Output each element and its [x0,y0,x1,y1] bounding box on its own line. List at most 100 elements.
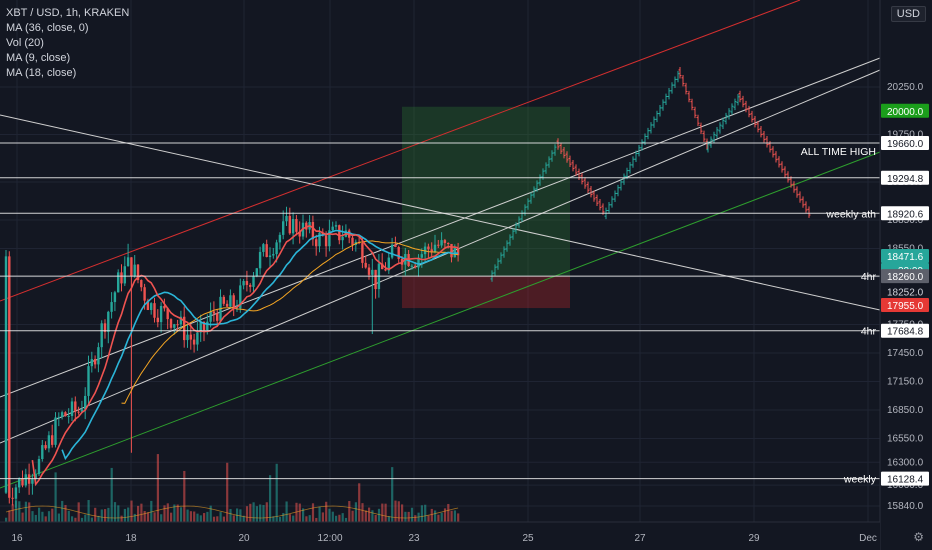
candle-body [103,323,107,332]
volume-bar [74,517,77,522]
volume-bar [407,511,410,522]
legend-item-ma9[interactable]: MA (9, close) [6,52,71,64]
volume-bar [361,503,364,522]
candle-body [143,287,146,301]
volume-bar [28,502,31,522]
price-label-box [881,248,929,263]
volume-bar [203,513,206,522]
candle-body [252,276,255,287]
level-annotation: weekly [843,474,877,486]
volume-bar [315,517,318,522]
volume-bar [41,511,44,522]
price-tick-label: 18850.0 [887,215,924,226]
candle-body [113,292,117,303]
currency-button[interactable]: USD [890,6,926,22]
candle-body [390,244,394,258]
price-label-box [881,298,929,313]
volume-bar [358,483,361,522]
price-axis: 20250.019750.019250.018850.018550.018252… [879,0,932,550]
position-zones [402,106,570,309]
candle-body [107,311,110,332]
volume-bar [199,515,202,522]
candle-body [216,313,219,321]
price-label: 16128.4 [887,475,924,486]
candle-body [381,263,384,270]
candle-body [255,268,258,277]
price-label-box [881,269,929,284]
descending-trendline [0,114,881,311]
price-label-box [881,206,929,221]
candle-body [410,265,414,267]
time-tick-label: 27 [634,533,646,544]
candle-body [239,285,242,309]
legend-item-vol[interactable]: Vol (20) [6,37,44,49]
volume-bar [387,516,390,522]
candle-body [31,478,34,484]
volume-bar [34,514,37,522]
volume-bar [404,511,407,522]
candle-body [212,311,216,314]
ma9-line [31,224,459,487]
volume-bar [67,510,70,522]
volume-bar [374,514,377,522]
candle-body [21,478,24,486]
candle-body [206,321,209,331]
legend-item-ma18[interactable]: MA (18, close) [6,67,77,79]
price-tick-label: 19750.0 [887,130,924,141]
price-label-box [881,323,929,338]
candle-body [117,272,120,293]
volume-bar [166,503,169,522]
volume-bar [420,505,423,522]
volume-bar [61,500,64,522]
volume-bar [90,517,93,522]
volume-bar [100,509,103,522]
candle-body [37,458,41,475]
volume-bar [140,503,143,522]
volume-bar [457,513,460,522]
volume-bar [242,515,245,522]
volume-bar [437,514,440,522]
candle-body [189,334,192,340]
volume-bar [110,467,113,522]
volume-bar [163,505,166,522]
candle-body [272,254,275,256]
candle-body [305,222,308,230]
volume-bar [265,502,268,522]
volume-bar [351,510,354,522]
candle-body [288,215,291,234]
volume-bar [212,516,216,522]
volume-bar [335,515,338,522]
symbol-title[interactable]: XBT / USD, 1h, KRAKEN [6,7,130,19]
candle-body [258,251,262,269]
gear-icon[interactable]: ⚙ [913,530,924,544]
volume-bar [354,502,357,522]
volume-bar [31,511,34,522]
horizontal-levels: ALL TIME HIGH weekly ath 4hr 4hr weekly [0,142,880,486]
volume-bar [14,500,18,522]
volume-bar [298,503,301,522]
volume-bar [430,508,433,522]
legend-item-ma36[interactable]: MA (36, close, 0) [6,22,89,34]
volume-bar [143,511,146,522]
volume-bar [8,510,11,522]
candle-body [192,339,196,345]
volume-bar [394,500,397,522]
volume-bar [156,454,159,522]
candle-body [321,232,324,236]
volume-bar [282,512,285,522]
ma18-line [61,229,459,461]
volume-bar [123,508,126,522]
candle-body [133,264,136,277]
candle-body [146,300,150,311]
volume-bar [127,507,130,522]
channel-upper-line [0,0,801,302]
volume-bar [24,501,27,522]
stop-zone [402,276,570,309]
volume-bar [364,510,367,522]
candle-body [60,412,64,417]
volume-bar [117,505,120,522]
volume-bar [305,516,308,522]
volume-bar [183,470,186,522]
candle-body [87,366,90,396]
